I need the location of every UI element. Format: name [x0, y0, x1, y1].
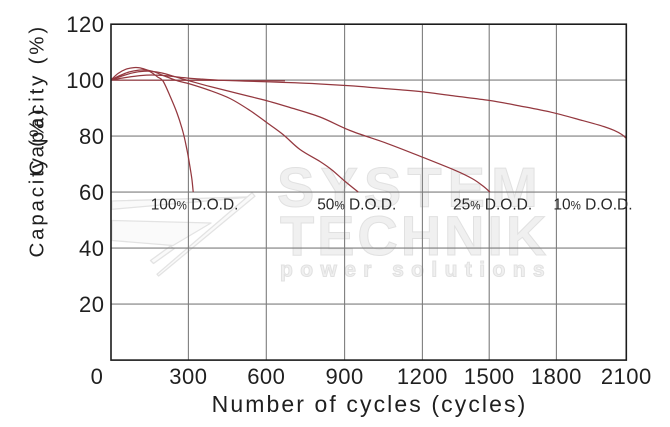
svg-text:80: 80 [79, 124, 104, 149]
svg-text:120: 120 [66, 12, 104, 37]
svg-text:60: 60 [79, 180, 104, 205]
svg-text:20: 20 [79, 292, 104, 317]
svg-text:1500: 1500 [464, 364, 515, 389]
svg-text:Number of cycles (cycles): Number of cycles (cycles) [212, 391, 528, 417]
svg-text:25% D.O.D.: 25% D.O.D. [453, 197, 532, 214]
svg-text:1800: 1800 [531, 364, 582, 389]
svg-text:600: 600 [247, 364, 285, 389]
svg-text:10% D.O.D.: 10% D.O.D. [553, 197, 632, 214]
svg-text:Capacity (%): Capacity (%) [26, 107, 49, 258]
svg-text:300: 300 [169, 364, 207, 389]
svg-text:40: 40 [79, 236, 104, 261]
svg-text:50% D.O.D.: 50% D.O.D. [317, 197, 396, 214]
svg-text:power solutions: power solutions [280, 259, 552, 282]
svg-text:Capacity (%): Capacity (%) [26, 24, 49, 175]
svg-text:TECHNIK: TECHNIK [280, 204, 549, 267]
svg-text:100: 100 [66, 68, 104, 93]
svg-text:900: 900 [325, 364, 363, 389]
svg-text:100% D.O.D.: 100% D.O.D. [151, 197, 239, 214]
svg-text:1200: 1200 [397, 364, 448, 389]
svg-text:0: 0 [91, 364, 104, 389]
svg-text:SYSTEM: SYSTEM [277, 156, 544, 219]
svg-text:2100: 2100 [601, 364, 652, 389]
